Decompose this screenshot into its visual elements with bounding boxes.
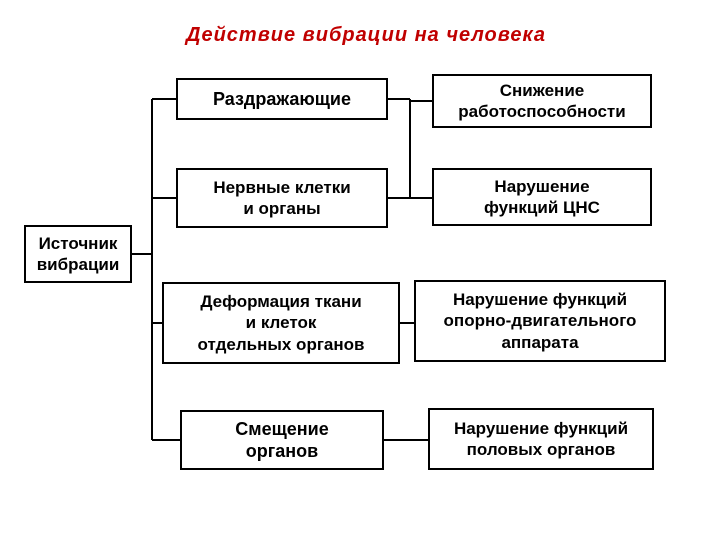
- node-musculo: Нарушение функцийопорно-двигательногоапп…: [414, 280, 666, 362]
- node-nerve: Нервные клеткии органы: [176, 168, 388, 228]
- node-source: Источниквибрации: [24, 225, 132, 283]
- node-workcap: Снижениеработоспособности: [432, 74, 652, 128]
- node-irritating: Раздражающие: [176, 78, 388, 120]
- node-cns: Нарушениефункций ЦНС: [432, 168, 652, 226]
- node-shift: Смещениеорганов: [180, 410, 384, 470]
- node-deform: Деформация ткании клетокотдельных органо…: [162, 282, 400, 364]
- diagram-title: Действие вибрации на человека: [186, 24, 546, 47]
- diagram-canvas: Действие вибрации на человека Источникви…: [0, 0, 720, 540]
- node-genital: Нарушение функцийполовых органов: [428, 408, 654, 470]
